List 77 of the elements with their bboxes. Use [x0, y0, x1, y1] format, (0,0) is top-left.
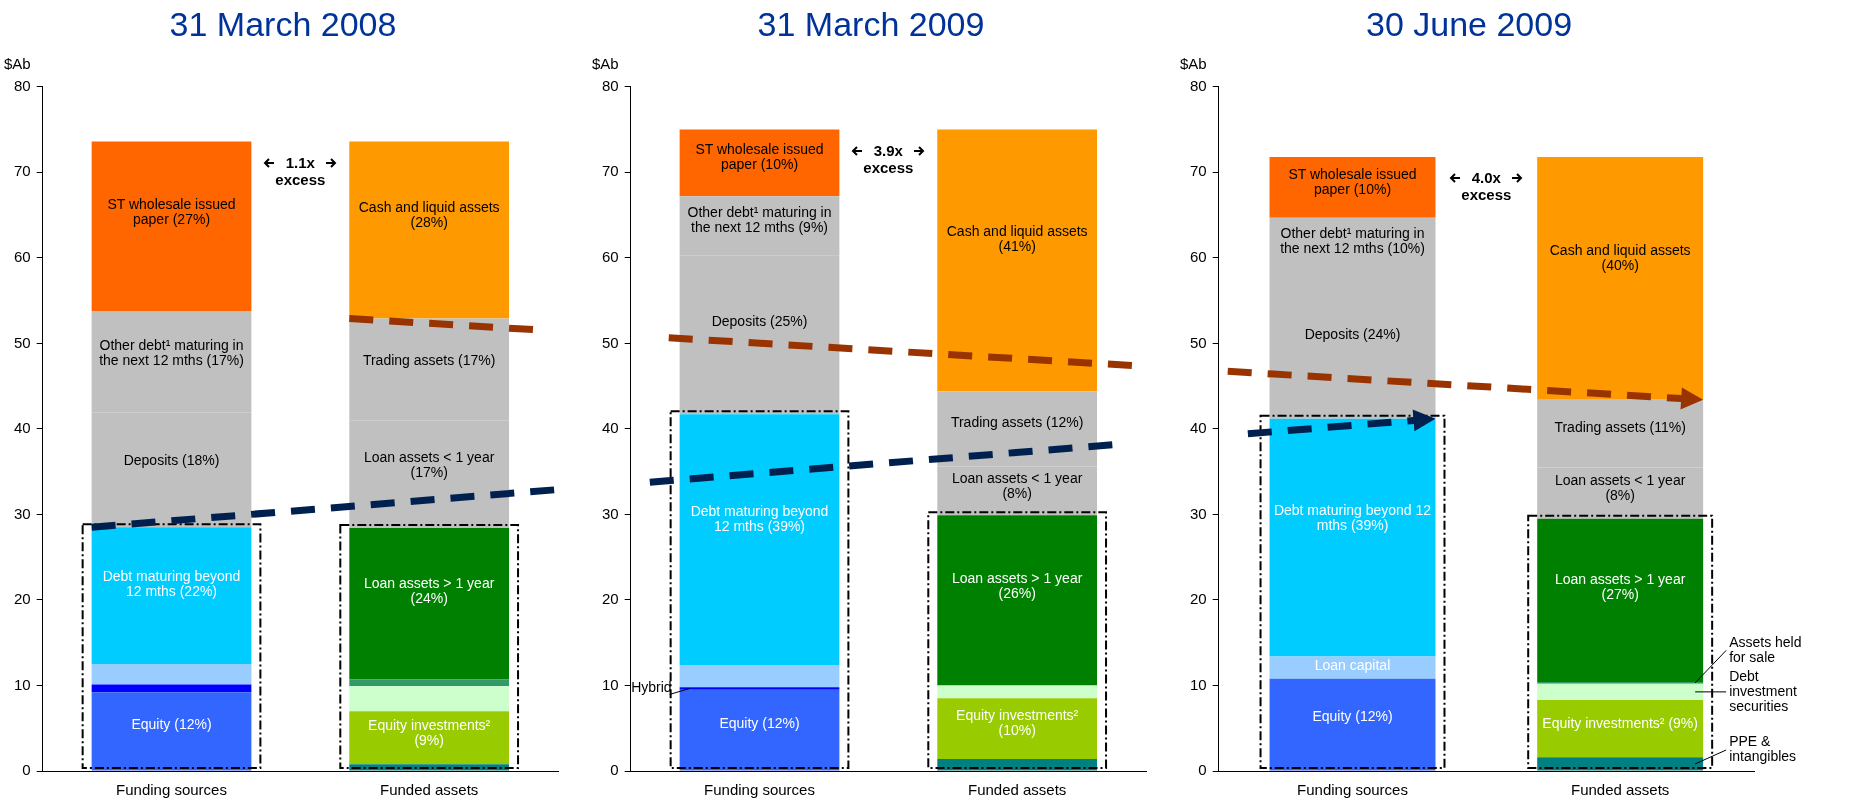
series-label: Other debt¹ maturing in the next 12 mths (9%) — [687, 204, 832, 236]
series-label: Loan assets > 1 year (27%) — [1554, 570, 1686, 602]
series-label: ST wholesale issued paper (10%) — [1288, 165, 1417, 197]
series-label: Trading assets (11%) — [1554, 419, 1686, 436]
series-label: PPE & intangibles — [1729, 733, 1797, 765]
y-tick-label: 0 — [1198, 761, 1207, 779]
x-tick-label: Funded assets — [967, 781, 1067, 799]
series-label: Other debt¹ maturing in the next 12 mths (17%) — [99, 336, 244, 368]
series-label: Equity (12%) — [131, 716, 212, 733]
x-tick-label: Funding sources — [704, 781, 815, 799]
series-label: Debt investment securities — [1729, 667, 1797, 714]
series-label: Trading assets (17%) — [362, 352, 496, 369]
series-label: Debt maturing beyond 12 mths (39%) — [1273, 501, 1432, 533]
series-label: Loan capital — [1314, 656, 1391, 673]
y-axis-title: $Ab — [1180, 55, 1207, 73]
y-tick-label: 80 — [602, 76, 619, 94]
series-label: ST wholesale issued paper (10%) — [695, 140, 824, 172]
y-tick-label: 80 — [1190, 76, 1207, 94]
y-tick-label: 10 — [1190, 675, 1207, 693]
y-tick-label: 80 — [14, 76, 31, 94]
series-label: Debt maturing beyond 12 mths (22%) — [102, 568, 241, 600]
y-tick-label: 40 — [602, 419, 619, 437]
annotation: 1.1x excess — [275, 153, 326, 188]
series-label: Trading assets (12%) — [950, 413, 1084, 430]
y-tick-label: 70 — [14, 162, 31, 180]
series-label: Equity investments² (10%) — [956, 707, 1079, 739]
series-label: Equity (12%) — [719, 714, 800, 731]
series-label: Deposits (24%) — [1304, 326, 1401, 343]
series-label: Other debt¹ maturing in the next 12 mths (10%) — [1280, 225, 1425, 257]
y-axis-title: $Ab — [592, 55, 619, 73]
series-label: Deposits (25%) — [711, 312, 808, 329]
annotation: 4.0x excess — [1461, 168, 1512, 203]
series-label: Loan assets > 1 year (26%) — [951, 570, 1083, 602]
y-tick-label: 50 — [14, 333, 31, 351]
y-tick-label: 30 — [602, 504, 619, 522]
text: Assets held for sale — [1729, 633, 1802, 665]
y-tick-label: 0 — [22, 761, 31, 779]
series-label: Equity investments² (9%) — [1542, 714, 1698, 731]
y-tick-label: 10 — [14, 675, 31, 693]
series-label: Loan assets < 1 year (8%) — [1554, 472, 1686, 504]
series-label: Cash and liquid assets (28%) — [358, 199, 500, 231]
y-tick-label: 50 — [602, 333, 619, 351]
series-label: Loan assets > 1 year (24%) — [363, 575, 495, 607]
series-label: Cash and liquid assets (41%) — [946, 222, 1088, 254]
series-label: Loan assets < 1 year (8%) — [951, 470, 1083, 502]
y-tick-label: 60 — [14, 247, 31, 265]
y-tick-label: 60 — [1190, 247, 1207, 265]
series-label: Cash and liquid assets (40%) — [1549, 242, 1691, 274]
y-tick-label: 40 — [1190, 419, 1207, 437]
y-tick-label: 60 — [602, 247, 619, 265]
y-tick-label: 10 — [602, 675, 619, 693]
chart-title: 31 March 2009 — [757, 4, 985, 43]
y-tick-label: 40 — [14, 419, 31, 437]
series-label: Deposits (18%) — [123, 451, 220, 468]
chart-title: 31 March 2008 — [169, 4, 397, 43]
x-tick-label: Funding sources — [1297, 781, 1408, 799]
y-tick-label: 30 — [1190, 504, 1207, 522]
y-axis-title: $Ab — [4, 55, 31, 73]
annotation: 3.9x excess — [863, 141, 914, 176]
series-label: Debt maturing beyond 12 mths (39%) — [690, 502, 829, 534]
x-tick-label: Funded assets — [379, 781, 479, 799]
y-tick-label: 30 — [14, 504, 31, 522]
chart-title: 30 June 2009 — [1365, 4, 1573, 43]
x-tick-label: Funding sources — [116, 781, 227, 799]
series-label: ST wholesale issued paper (27%) — [107, 196, 236, 228]
y-tick-label: 20 — [14, 590, 31, 608]
x-tick-label: Funded assets — [1570, 781, 1670, 799]
y-tick-label: 70 — [1190, 162, 1207, 180]
y-tick-label: 20 — [602, 590, 619, 608]
series-label: Equity (12%) — [1312, 708, 1393, 725]
series-label: Equity investments² (9%) — [368, 716, 491, 748]
y-tick-label: 20 — [1190, 590, 1207, 608]
y-tick-label: 70 — [602, 162, 619, 180]
y-tick-label: 0 — [610, 761, 619, 779]
series-label: Hybrid — [631, 679, 672, 696]
y-tick-label: 50 — [1190, 333, 1207, 351]
series-label: Loan assets < 1 year (17%) — [363, 448, 495, 480]
